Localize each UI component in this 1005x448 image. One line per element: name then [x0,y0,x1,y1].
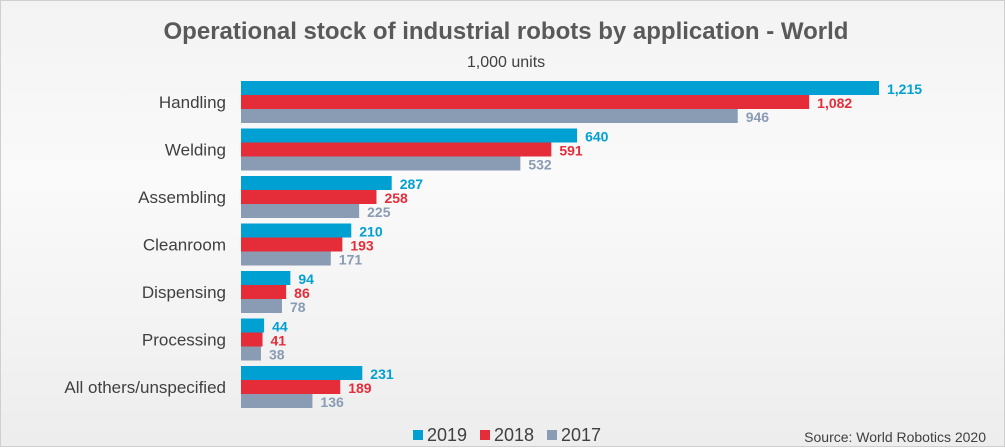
category-label: Dispensing [142,283,226,302]
category-label: All others/unspecified [64,378,226,397]
data-label: 640 [585,129,609,145]
data-label: 41 [271,333,287,349]
bar-2018 [241,190,377,204]
data-label: 1,215 [887,81,922,97]
legend-swatch-2019 [413,430,423,440]
bar-2017 [241,299,282,313]
category-label: Handling [159,93,226,112]
bar-2018 [241,332,263,347]
bar-2019 [241,81,879,95]
legend-label: 2018 [494,425,534,445]
data-label: 171 [339,252,363,268]
bar-2019 [241,271,291,285]
data-label: 591 [559,143,583,159]
data-label: 258 [384,190,408,206]
category-label: Assembling [138,188,226,207]
category-label: Processing [142,331,226,350]
data-label: 94 [298,271,314,287]
source-note: Source: World Robotics 2020 [804,429,986,445]
bar-2019 [241,176,392,190]
bar-2017 [241,394,313,408]
bar-2018 [241,285,287,299]
legend-swatch-2017 [547,430,557,440]
data-label: 86 [294,285,310,301]
chart-title: Operational stock of industrial robots b… [164,18,849,45]
bar-2019 [241,318,265,333]
data-label: 1,082 [817,95,852,111]
data-label: 136 [320,394,344,410]
data-label: 193 [350,238,374,254]
chart-subtitle: 1,000 units [467,54,545,71]
category-label: Cleanroom [143,236,226,255]
bar-2019 [241,223,352,238]
data-label: 287 [400,176,424,192]
data-label: 231 [370,366,394,382]
data-label: 946 [746,109,770,125]
legend-label: 2019 [427,425,467,445]
data-label: 189 [348,380,372,396]
bar-2017 [241,204,360,218]
bar-2017 [241,251,331,266]
bar-2018 [241,237,343,252]
data-label: 225 [367,204,391,220]
category-label: Welding [165,141,226,160]
bar-2017 [241,109,738,123]
bar-2017 [241,346,261,361]
bar-2019 [241,366,363,380]
bar-2018 [241,95,810,109]
data-label: 210 [359,224,383,240]
bar-2017 [241,156,521,171]
data-label: 38 [269,347,285,363]
data-label: 532 [528,157,552,173]
bar-2018 [241,142,552,157]
legend-label: 2017 [561,425,601,445]
bar-2019 [241,128,578,143]
data-label: 78 [290,299,306,315]
legend-swatch-2018 [480,430,490,440]
data-label: 44 [272,319,288,335]
bar-2018 [241,380,341,394]
